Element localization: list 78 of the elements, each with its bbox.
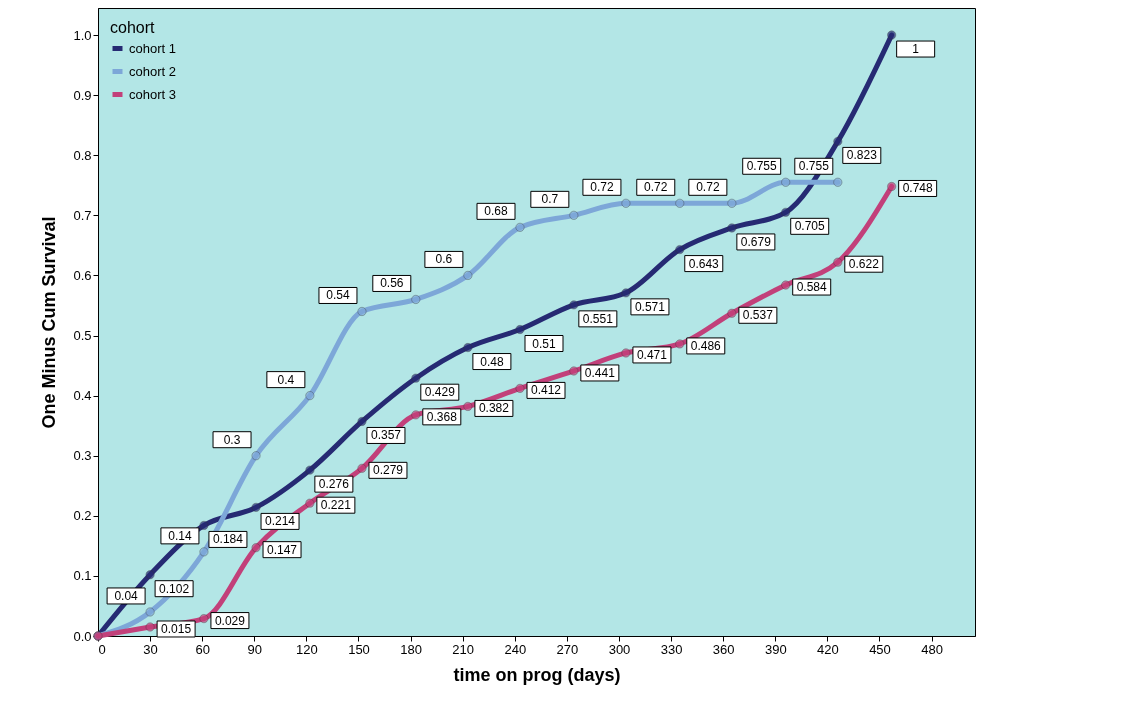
x-tick-label: 30 [143, 641, 158, 657]
data-label: 0.279 [372, 463, 404, 478]
x-tick-label: 60 [195, 641, 210, 657]
data-label: 0.643 [688, 256, 720, 271]
x-tick-label: 360 [712, 641, 735, 657]
data-label: 0.7 [541, 192, 559, 207]
data-label: 0.72 [644, 180, 668, 195]
x-tick-label: 90 [247, 641, 263, 657]
y-tick-label: 0.1 [73, 568, 92, 584]
data-label: 0.537 [742, 308, 774, 323]
data-label: 0.72 [696, 180, 720, 195]
data-label: 0.622 [848, 257, 880, 272]
data-label: 0.102 [159, 581, 190, 596]
data-label: 0.184 [212, 532, 244, 547]
x-tick-label: 210 [452, 641, 475, 657]
data-label: 0.14 [168, 528, 192, 543]
y-tick-label: 0.6 [73, 267, 92, 283]
x-tick-label: 450 [869, 641, 891, 657]
data-label: 0.551 [582, 311, 614, 326]
y-axis-title: One Minus Cum Survival [39, 216, 60, 429]
data-label: 0.412 [530, 383, 562, 398]
data-label: 0.755 [798, 159, 830, 174]
x-tick-label: 240 [504, 641, 527, 657]
data-label: 0.214 [265, 514, 296, 529]
y-tick-label: 0.9 [73, 87, 92, 103]
data-label: 0.029 [214, 613, 246, 628]
y-tick-label: 0.8 [73, 147, 92, 163]
y-tick-label: 0.5 [73, 328, 92, 344]
legend-label: cohort 3 [129, 86, 176, 102]
data-label: 0.72 [590, 180, 614, 195]
data-label: 0.04 [114, 588, 139, 603]
data-label: 0.6 [435, 252, 453, 267]
data-label: 0.147 [267, 542, 298, 557]
y-tick-label: 0.7 [73, 207, 92, 223]
x-tick-label: 300 [608, 641, 631, 657]
data-label: 0.748 [902, 181, 933, 196]
x-tick-label: 0 [98, 641, 106, 657]
x-tick-label: 270 [556, 641, 579, 657]
data-label: 0.357 [370, 428, 402, 443]
data-label: 0.429 [424, 385, 456, 400]
data-label: 1 [912, 42, 920, 57]
y-tick-label: 0.4 [73, 388, 92, 404]
data-label: 0.54 [326, 288, 350, 303]
data-label: 0.486 [690, 338, 722, 353]
legend-title: cohort [110, 19, 156, 36]
data-label: 0.276 [318, 477, 350, 492]
y-tick-label: 1.0 [73, 27, 92, 43]
data-label: 0.51 [532, 336, 556, 351]
y-tick-label: 0.0 [73, 628, 92, 644]
x-tick-label: 390 [764, 641, 787, 657]
x-tick-label: 420 [817, 641, 839, 657]
data-label: 0.755 [746, 159, 778, 174]
data-label: 0.584 [796, 280, 828, 295]
legend-label: cohort 2 [129, 63, 176, 79]
data-label: 0.368 [426, 409, 458, 424]
data-label: 0.3 [223, 432, 241, 447]
data-label: 0.015 [161, 621, 192, 636]
x-tick-label: 150 [348, 641, 370, 657]
x-tick-label: 180 [400, 641, 422, 657]
data-label: 0.68 [484, 204, 508, 219]
y-tick-label: 0.3 [73, 448, 92, 464]
data-label: 0.56 [380, 276, 404, 291]
data-label: 0.4 [277, 372, 295, 387]
data-label: 0.823 [846, 148, 878, 163]
data-label: 0.571 [634, 299, 666, 314]
legend-label: cohort 1 [129, 40, 176, 56]
x-tick-label: 120 [296, 641, 318, 657]
data-label: 0.679 [740, 234, 772, 249]
data-label: 0.382 [478, 401, 510, 416]
data-label: 0.441 [584, 365, 616, 380]
x-axis-title: time on prog (days) [453, 664, 621, 685]
x-tick-label: 330 [660, 641, 683, 657]
data-label: 0.471 [636, 347, 668, 362]
y-tick-label: 0.2 [73, 508, 92, 524]
data-label: 0.48 [480, 354, 504, 369]
x-tick-label: 480 [921, 641, 943, 657]
data-label: 0.221 [320, 498, 352, 513]
data-label: 0.705 [794, 219, 826, 234]
